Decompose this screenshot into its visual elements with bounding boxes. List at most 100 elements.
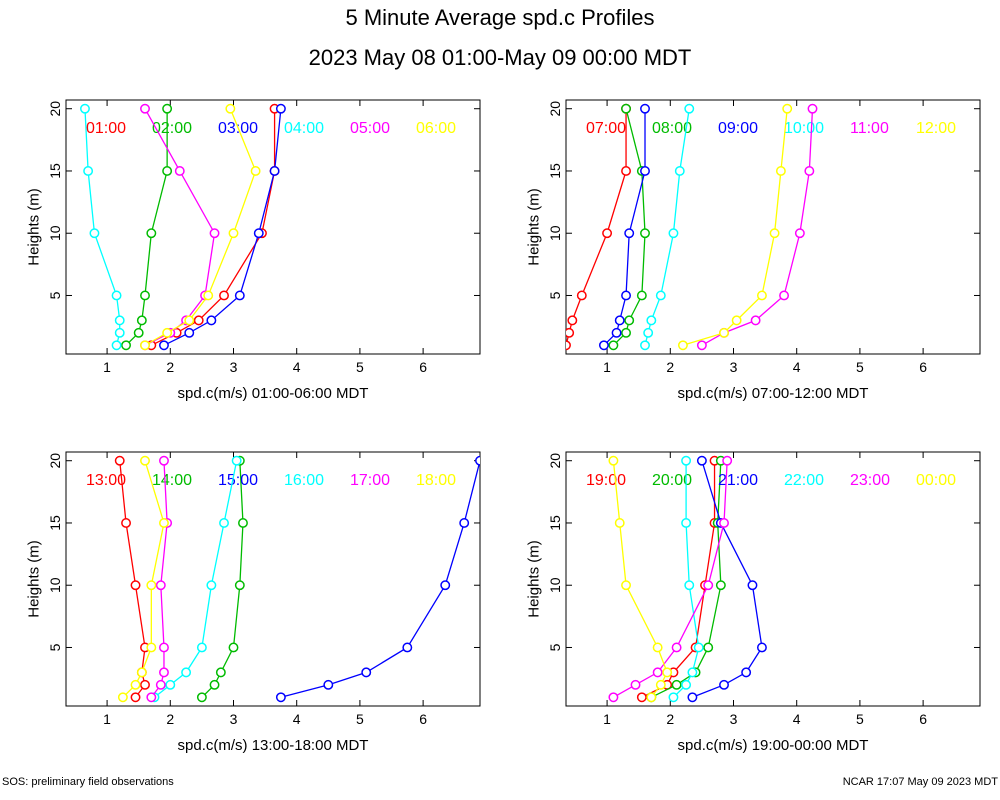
series-1000 [640, 103, 695, 351]
legend-entry: 18:00 [416, 472, 456, 489]
series-line [154, 460, 238, 698]
y-axis-label: Heights (m) [526, 188, 543, 266]
legend-entry: 12:00 [916, 120, 956, 137]
data-point [402, 642, 413, 653]
data-point [640, 166, 650, 176]
series-line [644, 108, 690, 346]
series-line [144, 108, 216, 346]
data-point [181, 667, 192, 678]
data-point [677, 340, 688, 351]
data-point [206, 315, 217, 326]
series-1500 [275, 455, 480, 703]
legend-entry: 10:00 [784, 120, 824, 137]
panel-1: 1 2 3 4 5 6 5 10 15 20 spd.c(m/s) 01:00-06:00 MDT H… [26, 99, 481, 402]
series-line [672, 460, 700, 698]
legend-entry: 11:00 [850, 120, 889, 137]
series-0400 [80, 103, 125, 351]
data-point [652, 667, 663, 678]
data-point [608, 340, 619, 351]
data-point [250, 166, 261, 176]
data-point [769, 228, 780, 239]
data-point [696, 340, 707, 351]
series-0200 [121, 103, 173, 351]
x-axis-label: spd.c(m/s) 13:00-18:00 MDT [178, 737, 369, 754]
data-point [159, 667, 169, 678]
data-point [719, 327, 729, 338]
data-point [566, 327, 575, 338]
series-line [692, 460, 763, 698]
y-axis-label: Heights (m) [26, 540, 43, 618]
x-tick-label: 5 [356, 711, 364, 727]
legend-entry: 04:00 [284, 120, 324, 137]
plot-frame [565, 99, 981, 355]
data-point [807, 103, 818, 114]
x-tick-label: 6 [919, 711, 927, 727]
series-line [151, 108, 276, 346]
x-axis-label: spd.c(m/s) 01:00-06:00 MDT [178, 385, 369, 402]
data-point [234, 290, 245, 301]
legend-entry: 20:00 [652, 472, 692, 489]
y-axis-label: Heights (m) [526, 540, 543, 618]
y-tick-label: 5 [547, 643, 563, 651]
y-tick-label: 10 [47, 225, 63, 241]
data-point [231, 455, 242, 466]
y-tick-label: 20 [547, 453, 563, 469]
plot-frame [65, 451, 481, 707]
data-point [162, 327, 173, 338]
series-0300 [159, 103, 286, 351]
data-point [228, 642, 239, 653]
series-line [280, 460, 480, 698]
y-tick-label: 15 [47, 515, 63, 531]
series-line [125, 108, 168, 346]
series-line [603, 108, 646, 346]
legend-entry: 08:00 [652, 120, 692, 137]
x-tick-label: 5 [856, 711, 864, 727]
y-tick-label: 10 [547, 577, 563, 593]
data-point [159, 518, 169, 528]
data-point [636, 692, 647, 703]
data-point [652, 642, 663, 653]
x-axis-label: spd.c(m/s) 07:00-12:00 MDT [678, 385, 869, 402]
data-point [215, 667, 226, 678]
data-point [133, 327, 144, 338]
y-tick-label: 5 [47, 643, 63, 651]
data-point [684, 103, 695, 114]
data-point [684, 580, 695, 591]
series-2200 [668, 455, 704, 703]
data-point [146, 228, 157, 239]
data-point [779, 290, 790, 301]
x-tick-label: 1 [603, 711, 611, 727]
y-axis-label: Heights (m) [26, 188, 43, 266]
data-point [621, 103, 631, 114]
footer-timestamp: NCAR 17:07 May 09 2023 MDT [842, 776, 998, 788]
data-point [159, 455, 169, 466]
x-tick-label: 2 [166, 711, 174, 727]
x-tick-label: 6 [419, 359, 427, 375]
data-point [681, 518, 692, 528]
data-point [155, 580, 166, 591]
series-2300 [608, 455, 733, 703]
x-tick-label: 6 [419, 711, 427, 727]
data-point [146, 642, 157, 653]
x-tick-label: 4 [793, 711, 801, 727]
legend-entry: 19:00 [586, 472, 626, 489]
series-line [150, 460, 168, 698]
data-point [459, 518, 470, 528]
data-point [687, 692, 698, 703]
data-point [719, 518, 729, 528]
legend-entry: 00:00 [916, 472, 956, 489]
x-tick-label: 3 [730, 711, 738, 727]
data-point [608, 455, 619, 466]
y-tick-label: 15 [47, 163, 63, 179]
data-point [121, 518, 131, 528]
series-2100 [687, 455, 767, 703]
y-tick-label: 15 [547, 163, 563, 179]
data-point [323, 679, 334, 690]
data-point [184, 315, 195, 326]
series-line [613, 460, 728, 698]
data-point [209, 228, 220, 239]
x-tick-label: 6 [919, 359, 927, 375]
data-point [611, 327, 622, 338]
data-point [193, 315, 204, 326]
data-point [440, 580, 451, 591]
